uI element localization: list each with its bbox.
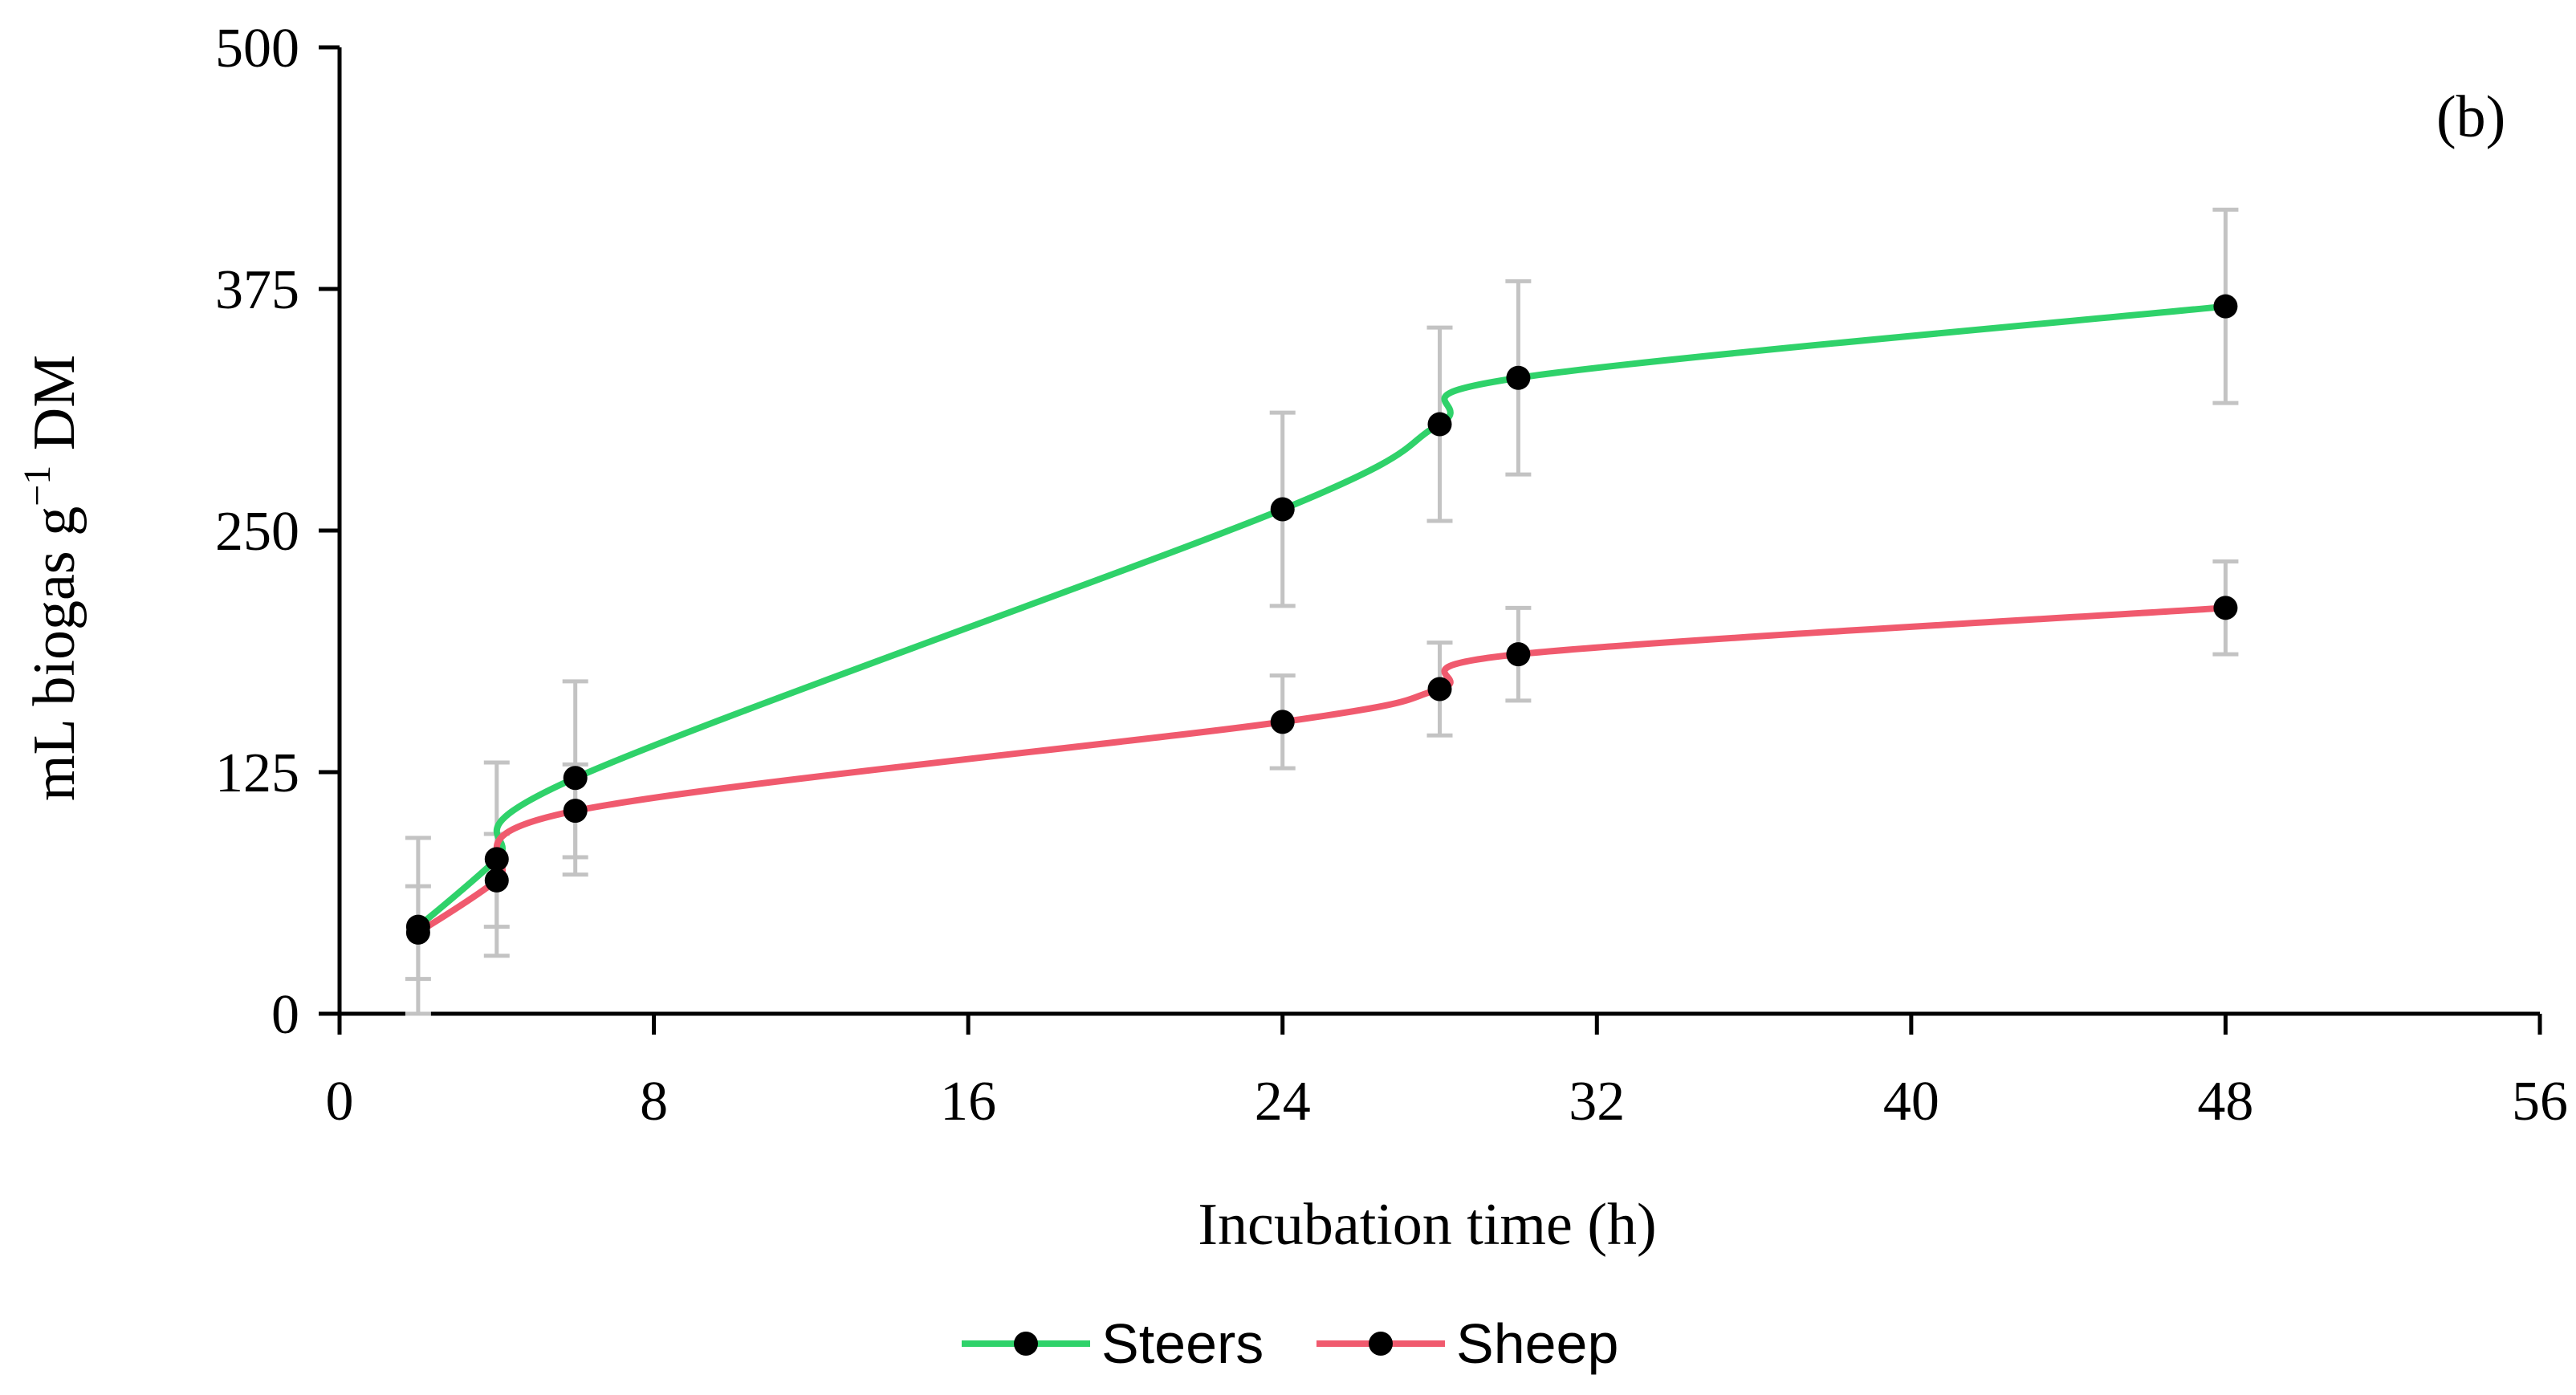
legend: Steers Sheep	[962, 1312, 1618, 1375]
sheep-data-point	[484, 868, 509, 893]
steers-data-point	[1427, 412, 1452, 437]
y-tick-label: 125	[215, 742, 299, 804]
x-axis-title: Incubation time (h)	[1198, 1192, 1656, 1258]
x-tick-label: 56	[2512, 1071, 2568, 1133]
y-axis-title: mL biogas g−1 DM	[16, 355, 87, 801]
steers-data-point	[1506, 365, 1531, 390]
axes-group: 0 125 250 375 500 0 8 16 24 32 40 48 56	[215, 18, 2568, 1133]
x-tick-label: 0	[326, 1071, 354, 1133]
y-axis-title-superscript: −1	[16, 466, 59, 506]
legend-steers-label: Steers	[1101, 1312, 1264, 1375]
y-tick-label: 0	[271, 984, 299, 1046]
series-lines-group	[416, 303, 2226, 936]
markers-group	[405, 294, 2238, 945]
sheep-series-line	[416, 604, 2226, 936]
x-tick-label: 8	[640, 1071, 668, 1133]
steers-data-point	[484, 847, 509, 872]
x-tick-label: 16	[940, 1071, 996, 1133]
x-tick-label: 48	[2197, 1071, 2253, 1133]
steers-data-point	[563, 766, 588, 791]
legend-sheep-marker	[1369, 1332, 1393, 1356]
y-tick-label: 250	[215, 501, 299, 563]
sheep-data-point	[2213, 596, 2238, 620]
steers-series-line	[416, 303, 2226, 929]
y-axis-title-main: mL biogas g	[22, 506, 87, 801]
sheep-data-point	[1270, 710, 1295, 734]
x-tick-label: 24	[1255, 1071, 1311, 1133]
x-tick-label: 32	[1569, 1071, 1625, 1133]
sheep-data-point	[563, 799, 588, 824]
y-axis-title-tail: DM	[22, 355, 87, 466]
y-tick-label: 500	[215, 18, 299, 79]
steers-data-point	[1270, 497, 1295, 522]
y-tick-label: 375	[215, 259, 299, 321]
panel-label: (b)	[2436, 84, 2505, 150]
legend-steers-marker	[1014, 1332, 1038, 1356]
sheep-data-point	[1427, 677, 1452, 702]
sheep-data-point	[1506, 642, 1531, 667]
sheep-data-point	[405, 920, 430, 945]
legend-sheep-label: Sheep	[1456, 1312, 1618, 1375]
x-tick-label: 40	[1883, 1071, 1939, 1133]
steers-data-point	[2213, 294, 2238, 319]
